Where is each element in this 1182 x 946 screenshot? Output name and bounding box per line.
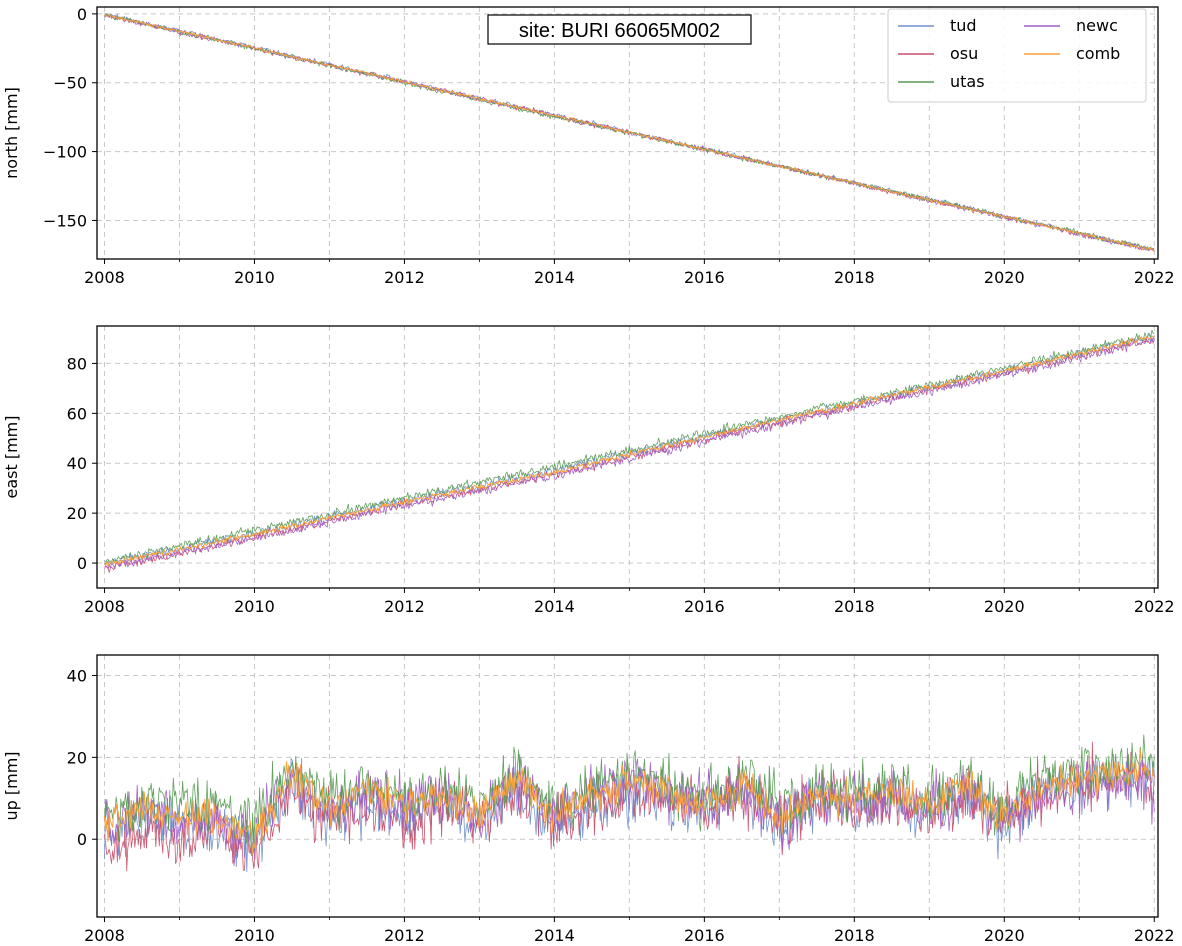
north-xtick-label: 2012	[384, 268, 425, 287]
east-ticks: 2008 2010 2012 2014 2016 2018 2020 2022 0 20 40 60 8…	[67, 354, 1175, 616]
east-ytick-label: 0	[77, 554, 87, 573]
legend-box	[887, 8, 1147, 103]
legend-label-newc: newc	[1076, 16, 1118, 35]
east-xtick-label: 2010	[234, 597, 275, 616]
north-xtick-label: 2008	[84, 268, 125, 287]
east-ytick-label: 80	[67, 354, 87, 373]
east-xtick-label: 2016	[684, 597, 725, 616]
up-xtick-label: 2014	[534, 926, 575, 945]
legend-label-comb: comb	[1076, 44, 1120, 63]
legend-entry-tud: tud	[898, 16, 977, 35]
up-xtick-label: 2022	[1134, 926, 1175, 945]
up-plot-frame	[96, 654, 1159, 918]
up-series-osu	[104, 741, 1155, 872]
east-xtick-label: 2008	[84, 597, 125, 616]
site-annotation-box	[487, 14, 752, 45]
north-ylabel: north [mm]	[2, 87, 21, 179]
legend-entry-utas: utas	[898, 72, 985, 91]
legend: tud osu utas newc comb	[887, 8, 1147, 103]
site-annotation-text: site: BURI 66065M002	[519, 20, 720, 42]
up-ytick-label: 20	[67, 748, 87, 767]
east-series-newc	[104, 337, 1155, 570]
legend-label-tud: tud	[950, 16, 977, 35]
east-ytick-label: 40	[67, 454, 87, 473]
up-ylabel: up [mm]	[2, 751, 21, 820]
legend-label-osu: osu	[950, 44, 978, 63]
site-annotation: site: BURI 66065M002	[487, 14, 752, 45]
north-ytick-label: 0	[77, 5, 87, 24]
up-xtick-label: 2016	[684, 926, 725, 945]
north-series-comb	[104, 13, 1155, 252]
up-ticks: 2008 2010 2012 2014 2016 2018 2020 2022 0 20 40	[67, 666, 1175, 945]
east-ytick-label: 20	[67, 504, 87, 523]
legend-entry-newc: newc	[1024, 16, 1118, 35]
north-series-group	[104, 13, 1155, 252]
east-xtick-label: 2020	[984, 597, 1025, 616]
north-xtick-label: 2010	[234, 268, 275, 287]
legend-label-utas: utas	[950, 72, 985, 91]
east-ylabel: east [mm]	[2, 416, 21, 499]
up-xtick-label: 2020	[984, 926, 1025, 945]
east-xtick-label: 2012	[384, 597, 425, 616]
north-xtick-label: 2018	[834, 268, 875, 287]
up-ytick-label: 0	[77, 830, 87, 849]
north-ticks: 2008 2010 2012 2014 2016 2018 2020 2022 0 −50 −100…	[43, 5, 1175, 287]
north-panel: 2008 2010 2012 2014 2016 2018 2020 2022 0 −50 −100…	[2, 5, 1175, 287]
legend-entry-osu: osu	[898, 44, 978, 63]
up-panel: 2008 2010 2012 2014 2016 2018 2020 2022 0 20 40 up…	[2, 654, 1175, 945]
north-xtick-label: 2016	[684, 268, 725, 287]
up-xtick-label: 2008	[84, 926, 125, 945]
east-xtick-label: 2022	[1134, 597, 1175, 616]
east-xtick-label: 2014	[534, 597, 575, 616]
up-xtick-label: 2010	[234, 926, 275, 945]
east-panel: 2008 2010 2012 2014 2016 2018 2020 2022 0 20 40 60 8…	[2, 325, 1175, 616]
up-xtick-label: 2018	[834, 926, 875, 945]
east-series-group	[104, 329, 1155, 573]
legend-entry-comb: comb	[1024, 44, 1120, 63]
north-xtick-label: 2022	[1134, 268, 1175, 287]
north-xtick-label: 2014	[534, 268, 575, 287]
north-ytick-label: −50	[53, 74, 87, 93]
up-xtick-label: 2012	[384, 926, 425, 945]
north-xtick-label: 2020	[984, 268, 1025, 287]
east-xtick-label: 2018	[834, 597, 875, 616]
up-series-comb	[104, 749, 1155, 855]
up-series-group	[104, 734, 1155, 873]
east-ytick-label: 60	[67, 404, 87, 423]
east-plot-frame	[96, 325, 1159, 589]
north-ytick-label: −150	[43, 211, 87, 230]
east-series-comb	[104, 335, 1155, 567]
up-ytick-label: 40	[67, 666, 87, 685]
north-ytick-label: −100	[43, 143, 87, 162]
east-series-utas	[104, 329, 1155, 565]
north-plot-frame	[96, 6, 1159, 260]
